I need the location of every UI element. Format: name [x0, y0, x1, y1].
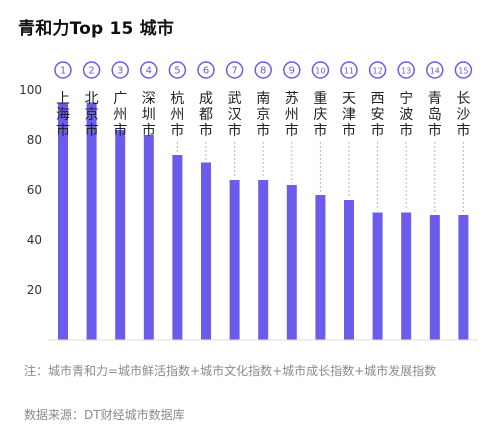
data-source: 数据来源：DT财经城市数据库 [24, 408, 185, 422]
rank-badge: 11 [340, 61, 358, 79]
rank-circle [426, 61, 444, 79]
category-label: 成都市 [199, 91, 213, 139]
rank-circle [368, 61, 387, 79]
rank-number: 3 [117, 66, 123, 77]
y-tick-label: 60 [27, 183, 42, 197]
rank-badge: 5 [168, 61, 187, 79]
rank-circle [340, 61, 358, 79]
rank-circle [311, 61, 330, 79]
category-label: 重庆市 [313, 91, 327, 139]
rank-number: 12 [373, 67, 383, 76]
rank-badge: 4 [140, 61, 158, 79]
category-label: 广州市 [113, 91, 127, 139]
rank-number: 9 [289, 66, 295, 77]
rank-circle [140, 61, 158, 79]
rank-circle [454, 61, 473, 79]
footnote: 注：城市青和力=城市鲜活指数+城市文化指数+城市成长指数+城市发展指数 [24, 364, 437, 378]
rank-badge: 8 [254, 61, 272, 79]
rank-circle [197, 61, 215, 79]
bar [315, 195, 326, 340]
category-label: 深圳市 [142, 91, 156, 139]
rank-badges: 1 2 3 4 5 6 7 8 9 10 11 12 13 14 15 [54, 61, 473, 79]
rank-number: 6 [203, 66, 209, 77]
rank-badge: 2 [82, 61, 101, 79]
bar [86, 102, 97, 340]
y-tick-label: 40 [27, 233, 42, 247]
category-label: 杭州市 [170, 91, 184, 139]
category-label: 天津市 [342, 91, 356, 139]
bar [401, 212, 412, 340]
rank-circle [54, 61, 72, 79]
bar [372, 212, 383, 340]
category-label: 长沙市 [456, 91, 470, 139]
rank-circle [397, 61, 415, 79]
chart-title: 青和力Top 15 城市 [18, 19, 175, 39]
rank-badge: 14 [426, 61, 444, 79]
rank-circle [168, 61, 187, 79]
rank-badge: 15 [454, 61, 473, 79]
category-label: 南京市 [256, 91, 270, 139]
rank-number: 11 [344, 67, 354, 76]
rank-number: 5 [174, 66, 180, 77]
rank-circle [283, 61, 301, 79]
rank-circle [254, 61, 272, 79]
bar [258, 180, 269, 340]
rank-badge: 9 [283, 61, 301, 79]
rank-number: 15 [458, 67, 468, 76]
category-label: 青岛市 [428, 91, 442, 139]
bar [429, 215, 440, 340]
category-label: 西安市 [371, 91, 385, 139]
rank-number: 14 [430, 67, 440, 76]
bar [286, 185, 297, 340]
y-axis-ticks: 20 40 60 80 100 [19, 83, 42, 297]
bar [201, 162, 211, 340]
bar [172, 155, 183, 340]
bars [58, 102, 469, 340]
rank-number: 1 [60, 66, 66, 77]
rank-circle [82, 61, 101, 79]
rank-badge: 12 [368, 61, 387, 79]
category-label: 北京市 [85, 91, 99, 139]
rank-badge: 10 [311, 61, 330, 79]
bar [229, 180, 240, 340]
rank-circle [225, 61, 244, 79]
rank-badge: 1 [54, 61, 72, 79]
rank-badge: 7 [225, 61, 244, 79]
rank-number: 2 [88, 66, 94, 77]
y-tick-label: 20 [27, 283, 42, 297]
rank-number: 4 [146, 66, 152, 77]
rank-circle [111, 61, 129, 79]
y-tick-label: 80 [27, 133, 42, 147]
category-label: 苏州市 [285, 91, 299, 139]
rank-number: 8 [260, 66, 266, 77]
rank-number: 10 [315, 67, 325, 76]
category-label: 宁波市 [399, 90, 413, 139]
category-label: 武汉市 [228, 91, 242, 139]
rank-badge: 3 [111, 61, 129, 79]
leader-lines [176, 142, 464, 213]
y-tick-label: 100 [19, 83, 42, 97]
bar [344, 200, 354, 340]
bar [458, 215, 469, 340]
rank-number: 7 [231, 66, 237, 77]
bar [58, 102, 68, 340]
rank-badge: 6 [197, 61, 215, 79]
bar [143, 135, 154, 340]
rank-badge: 13 [397, 61, 415, 79]
bar [115, 130, 126, 340]
category-label: 上海市 [56, 91, 70, 139]
rank-number: 13 [401, 67, 411, 76]
